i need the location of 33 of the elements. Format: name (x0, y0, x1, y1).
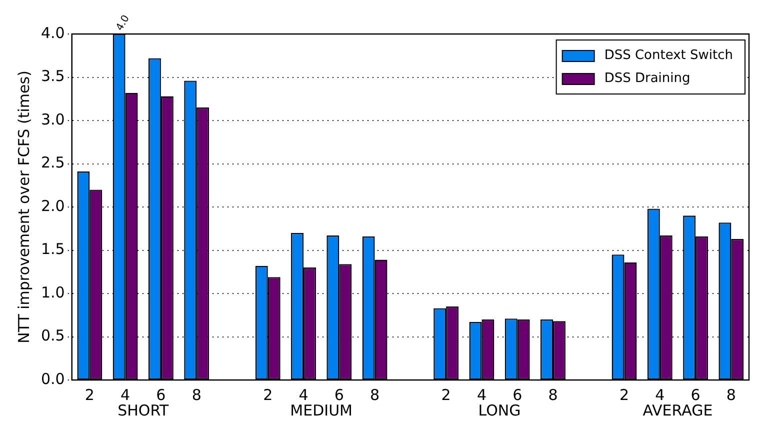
x-tick-label: 2 (84, 386, 94, 404)
x-tick-label: 2 (263, 386, 273, 404)
text: LONG (478, 401, 521, 420)
y-tick-label: 0.0 (40, 370, 65, 388)
text: SHORT (118, 401, 170, 420)
y-tick-label: 1.0 (40, 283, 65, 302)
y-tick-label: 3.5 (40, 67, 65, 86)
x-tick-label: 2 (441, 386, 451, 404)
x-tick-label: 6 (690, 386, 700, 404)
x-tick-label: 4 (298, 386, 308, 404)
y-tick-label: 0.5 (40, 326, 65, 345)
x-tick-label: 8 (192, 386, 202, 404)
x-tick-label: 4 (655, 386, 665, 404)
x-tick-label: 6 (156, 386, 166, 404)
x-tick-label: 4 (120, 386, 130, 404)
text: AVERAGE (642, 401, 713, 420)
y-axis-title: NTT improvement over FCFS (times) (14, 70, 33, 344)
data-label: 4.0 (114, 14, 132, 33)
x-tick-label: 2 (619, 386, 630, 404)
y-tick-label: 1.5 (40, 240, 65, 258)
y-tick-label: 4.0 (40, 24, 65, 42)
legend-label: DSS Draining (604, 70, 690, 86)
text: MEDIUM (290, 401, 352, 420)
y-tick-label: 2.5 (40, 154, 65, 172)
y-tick-label: 3.0 (40, 110, 65, 128)
legend-label: DSS Context Switch (604, 48, 733, 63)
x-tick-label: 6 (334, 386, 344, 404)
x-tick-label: 4 (476, 386, 486, 404)
x-tick-label: 8 (370, 386, 380, 404)
x-tick-label: 6 (512, 386, 522, 404)
x-tick-label: 8 (548, 386, 558, 404)
x-tick-label: 8 (726, 386, 736, 404)
y-tick-label: 2.0 (40, 196, 65, 215)
